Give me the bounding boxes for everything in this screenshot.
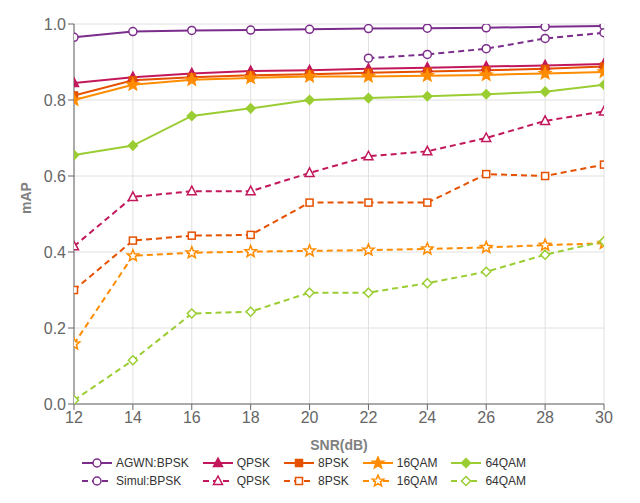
html-text:Simul:BPSK: Simul:BPSK <box>116 474 182 488</box>
html-text:8PSK: 8PSK <box>318 456 349 470</box>
svg-text:0.4: 0.4 <box>44 244 66 261</box>
html-text:16QAM: 16QAM <box>396 474 438 488</box>
svg-text:28: 28 <box>536 409 554 426</box>
html-text:8PSK: 8PSK <box>318 474 349 488</box>
svg-text:0.0: 0.0 <box>44 396 66 413</box>
html-text:16QAM: 16QAM <box>396 456 438 470</box>
svg-text:14: 14 <box>124 409 142 426</box>
html-text:64QAM: 64QAM <box>485 474 527 488</box>
html-text:QPSK: QPSK <box>236 456 270 470</box>
svg-text:0.8: 0.8 <box>44 92 66 109</box>
svg-text:SNR(dB): SNR(dB) <box>310 437 368 453</box>
svg-text:0.2: 0.2 <box>44 320 66 337</box>
svg-text:20: 20 <box>301 409 319 426</box>
html-text:QPSK: QPSK <box>236 474 270 488</box>
svg-text:18: 18 <box>242 409 260 426</box>
svg-text:1.0: 1.0 <box>44 16 66 33</box>
svg-text:22: 22 <box>360 409 378 426</box>
html-text:64QAM: 64QAM <box>485 456 527 470</box>
svg-text:12: 12 <box>65 409 83 426</box>
svg-text:24: 24 <box>418 409 436 426</box>
svg-text:16: 16 <box>183 409 201 426</box>
svg-text:26: 26 <box>477 409 495 426</box>
html-text:AGWN:BPSK: AGWN:BPSK <box>116 456 189 470</box>
svg-text:30: 30 <box>595 409 613 426</box>
svg-text:0.6: 0.6 <box>44 168 66 185</box>
svg-text:mAP: mAP <box>18 182 34 214</box>
